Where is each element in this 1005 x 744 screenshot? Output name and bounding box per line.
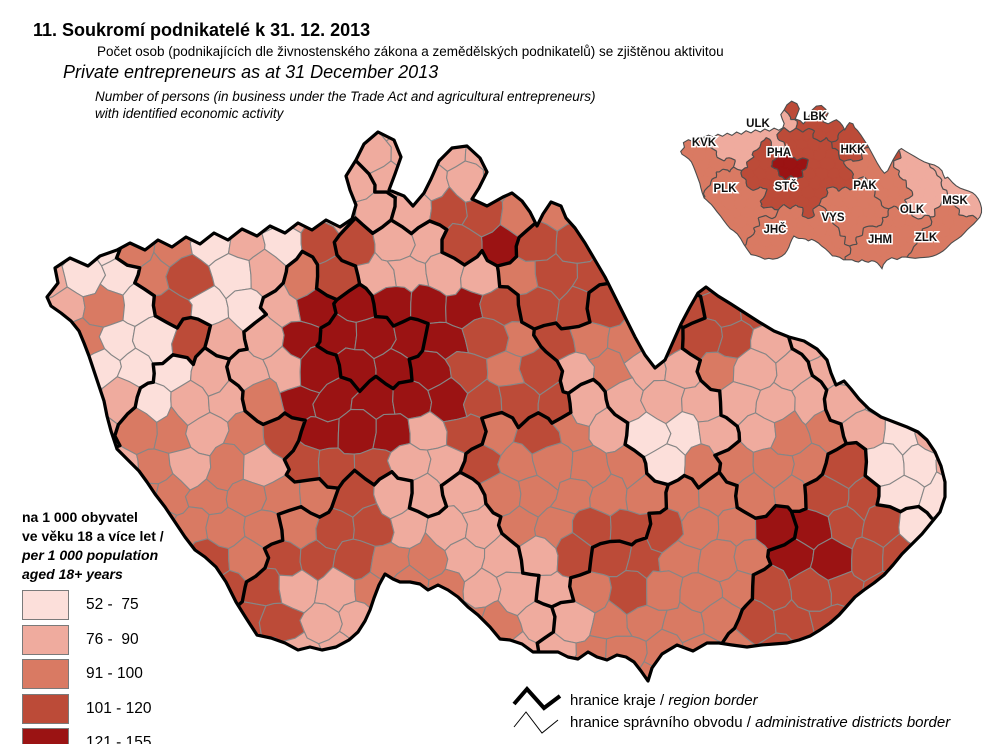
legend-row: 91 - 100 bbox=[22, 659, 152, 690]
legend-title: na 1 000 obyvatel ve věku 18 a více let … bbox=[22, 508, 164, 584]
legend-swatch bbox=[22, 624, 69, 655]
inset-region-label: PLK bbox=[714, 183, 738, 195]
inset-region-label: JHM bbox=[868, 234, 892, 246]
inset-region-label: MSK bbox=[942, 195, 968, 207]
inset-region-border bbox=[698, 109, 978, 265]
legend-range-label: 76 - 90 bbox=[86, 630, 139, 648]
district-border-label-en: administrative districts border bbox=[755, 714, 951, 731]
subtitle-czech: Počet osob (podnikajících dle živnostens… bbox=[97, 44, 724, 59]
district-border-label-cs: hranice správního obvodu / bbox=[570, 714, 756, 731]
legend-row: 76 - 90 bbox=[22, 624, 152, 655]
legend-swatch bbox=[22, 659, 69, 690]
region-border-legend: hranice kraje / region border bbox=[570, 692, 758, 709]
district-border-legend: hranice správního obvodu / administrativ… bbox=[570, 714, 950, 731]
subtitle-english-2: with identified economic activity bbox=[95, 106, 284, 121]
region-border-label-cs: hranice kraje / bbox=[570, 692, 669, 709]
inset-region-cell bbox=[745, 254, 761, 267]
inset-region-label: STČ bbox=[775, 180, 798, 193]
inset-region-label: JHČ bbox=[763, 223, 786, 236]
legend-title-en-1: per 1 000 population bbox=[22, 547, 159, 563]
inset-region-cell bbox=[686, 176, 700, 190]
legend-row: 121 - 155 bbox=[22, 728, 152, 744]
legend-title-en-2: aged 18+ years bbox=[22, 566, 123, 582]
region-border bbox=[100, 159, 934, 669]
inset-region-label: ZLK bbox=[915, 232, 938, 244]
district-cell bbox=[486, 350, 526, 387]
district-cell bbox=[65, 381, 104, 422]
inset-region-label: PAK bbox=[853, 180, 877, 192]
legend-title-cs-2: ve věku 18 a více let / bbox=[22, 528, 164, 544]
inset-region-label: VYS bbox=[821, 212, 844, 224]
page-title: 11. Soukromí podnikatelé k 31. 12. 2013 bbox=[33, 20, 371, 40]
district-cell bbox=[242, 636, 285, 673]
inset-region-cell bbox=[892, 253, 908, 267]
legend-title-cs-1: na 1 000 obyvatel bbox=[22, 509, 138, 525]
subtitle-english-1: Number of persons (in business under the… bbox=[95, 89, 596, 104]
legend-range-label: 121 - 155 bbox=[86, 734, 152, 744]
legend-swatch bbox=[22, 693, 69, 724]
inset-map bbox=[680, 101, 982, 269]
legend-classes: 52 - 75 76 - 90 91 - 100 101 - 120 121 - 155 bbox=[22, 590, 152, 744]
district-border-symbol bbox=[511, 708, 563, 741]
inset-region-cell bbox=[874, 262, 888, 269]
district-cell bbox=[280, 189, 319, 234]
region-border-symbol bbox=[511, 685, 563, 716]
district-cell bbox=[337, 408, 377, 455]
district-cell bbox=[646, 570, 684, 611]
legend-range-label: 101 - 120 bbox=[86, 699, 152, 717]
inset-region-label: HKK bbox=[841, 144, 867, 156]
legend-range-label: 52 - 75 bbox=[86, 596, 139, 613]
inset-region-label: ULK bbox=[746, 118, 770, 130]
page-title-english: Private entrepreneurs as at 31 December … bbox=[63, 62, 439, 82]
inset-country-outline bbox=[680, 100, 983, 270]
legend-row: 52 - 75 bbox=[22, 590, 152, 620]
legend-swatch bbox=[22, 590, 69, 620]
legend-range-label: 91 - 100 bbox=[86, 665, 143, 683]
region-border-label-en: region border bbox=[668, 692, 758, 709]
country-outline bbox=[45, 130, 947, 683]
inset-region-label: OLK bbox=[900, 204, 925, 216]
inset-region-label: PHA bbox=[767, 147, 791, 159]
legend-swatch bbox=[22, 728, 69, 744]
inset-region-label: KVK bbox=[692, 137, 717, 149]
inset-region-label: LBK bbox=[803, 111, 827, 123]
legend-row: 101 - 120 bbox=[22, 693, 152, 724]
